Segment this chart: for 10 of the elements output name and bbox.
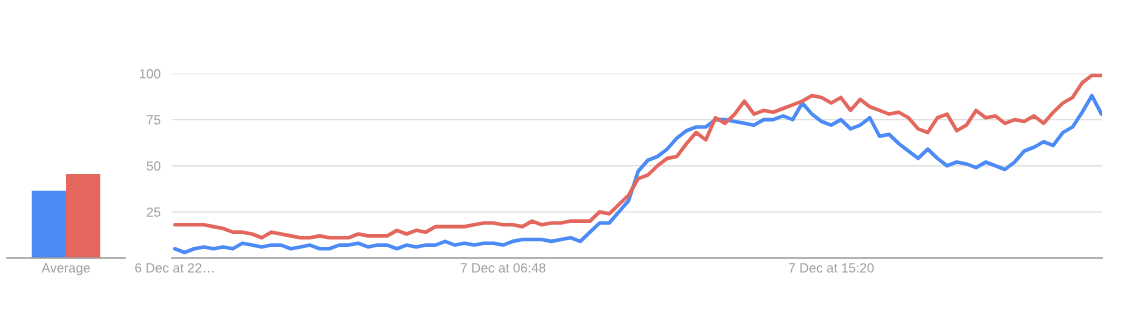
x-tick-label: 7 Dec at 06:48 bbox=[460, 263, 546, 273]
y-tick-label: 25 bbox=[146, 207, 161, 217]
y-tick-label: 50 bbox=[146, 161, 161, 171]
x-tick-label: 6 Dec at 22… bbox=[135, 263, 214, 273]
y-tick-label: 75 bbox=[146, 115, 161, 125]
line-series bbox=[173, 73, 1102, 240]
x-tick-label: 7 Dec at 15:20 bbox=[789, 263, 874, 273]
y-tick-label: 100 bbox=[139, 69, 161, 79]
x-tick-label: Average bbox=[41, 263, 90, 276]
line-series bbox=[173, 93, 1102, 255]
